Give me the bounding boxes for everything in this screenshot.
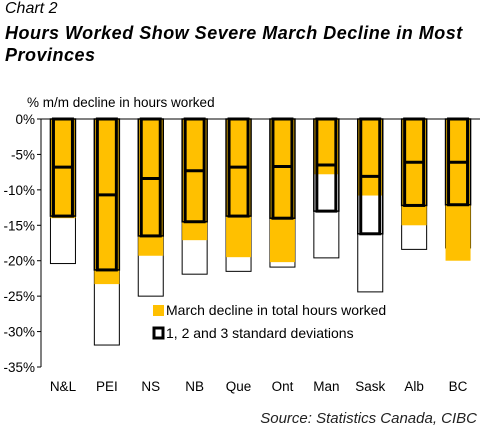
x-tick-label-pei: PEI: [96, 379, 118, 394]
legend-swatch-standard-deviations: [152, 326, 165, 340]
y-axis-label: % m/m decline in hours worked: [27, 95, 215, 110]
bar-group: [49, 117, 472, 346]
x-tick-label-n-l: N&L: [50, 379, 77, 394]
x-tick-label-bc: BC: [449, 379, 468, 394]
x-tick-label-que: Que: [226, 379, 252, 394]
y-tick-label: -15%: [3, 218, 35, 233]
y-axis-ticks: 0% -5% -10% -15% -20% -25% -30% -35%: [3, 112, 41, 375]
legend-label-march-decline: March decline in total hours worked: [166, 302, 386, 318]
y-tick-label: -25%: [3, 289, 35, 304]
y-tick-label: -20%: [3, 254, 35, 269]
y-tick-label: -35%: [3, 360, 35, 375]
y-tick-label: -5%: [11, 147, 35, 162]
legend: March decline in total hours worked 1, 2…: [152, 302, 386, 341]
x-tick-label-sask: Sask: [355, 379, 385, 394]
x-tick-label-nb: NB: [185, 379, 204, 394]
chart-label: Chart 2: [5, 0, 58, 17]
chart-title: Hours Worked Show Severe March Decline i…: [5, 23, 463, 65]
x-tick-label-man: Man: [313, 379, 339, 394]
x-tick-label-ns: NS: [141, 379, 160, 394]
x-tick-label-ont: Ont: [272, 379, 294, 394]
x-axis-labels: N&L PEI NS NB Que Ont Man Sask Alb BC: [50, 379, 468, 394]
x-tick-label-alb: Alb: [404, 379, 424, 394]
y-tick-label: -10%: [3, 183, 35, 198]
y-tick-label: -30%: [3, 325, 35, 340]
legend-swatch-march-decline: [153, 305, 164, 316]
legend-label-standard-deviations: 1, 2 and 3 standard deviations: [166, 325, 354, 341]
y-tick-label: 0%: [15, 112, 35, 127]
chart-source: Source: Statistics Canada, CIBC: [260, 410, 477, 427]
